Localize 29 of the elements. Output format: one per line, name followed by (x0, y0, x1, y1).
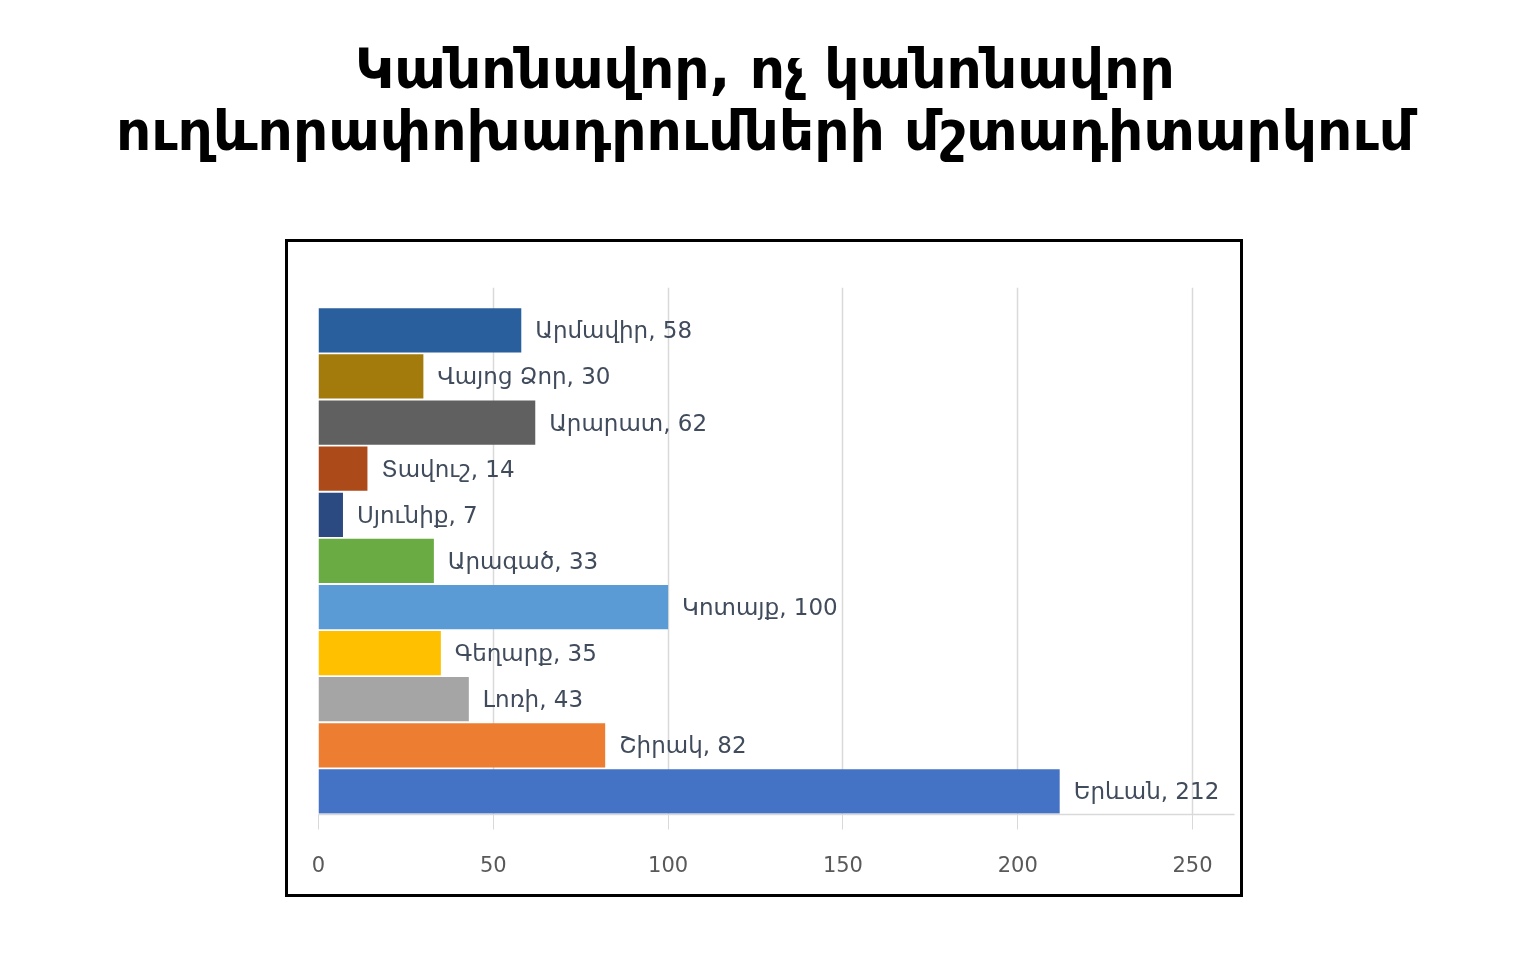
data-label: Տավուշ, 14 (381, 455, 515, 482)
x-tick-label: 200 (997, 852, 1038, 877)
bar (318, 538, 434, 584)
data-label: Սյունիք, 7 (356, 501, 478, 528)
bar (318, 308, 522, 353)
bar (318, 446, 368, 491)
bar (318, 769, 1060, 814)
chart-title: Կանոնավոր, ոչ կանոնավոր ուղևորափոխադրումների մշտադիտարկում (114, 37, 1419, 163)
bar (318, 492, 343, 537)
data-label: Արարատ, 62 (549, 409, 708, 436)
bar (318, 723, 606, 768)
x-tick-label: 0 (311, 852, 326, 877)
data-label: Արագած, 33 (447, 547, 599, 574)
bar (318, 631, 441, 676)
x-tick-label: 50 (479, 852, 507, 877)
data-label: Վայոց Ձոր, 30 (437, 363, 611, 390)
data-label: Երևան, 212 (1073, 778, 1220, 805)
x-tick-label: 250 (1172, 852, 1213, 877)
bar (318, 584, 669, 630)
data-label: Գեղարք, 35 (454, 640, 597, 667)
bar (318, 677, 469, 722)
x-tick-label: 150 (822, 852, 863, 877)
data-label: Արմավիր, 58 (535, 317, 693, 344)
bar (318, 354, 424, 399)
data-label: Լոռի, 43 (482, 686, 584, 713)
data-label: Շիրակ, 82 (619, 732, 747, 759)
x-tick-label: 100 (648, 852, 689, 877)
data-label: Կոտայք, 100 (682, 594, 838, 621)
bar (318, 400, 536, 445)
